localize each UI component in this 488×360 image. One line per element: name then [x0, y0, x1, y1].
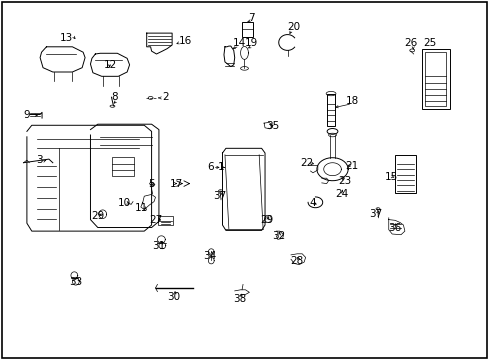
Text: 37: 37	[213, 191, 226, 201]
Text: 29: 29	[259, 215, 273, 225]
Text: 31: 31	[152, 240, 165, 251]
Text: 17: 17	[169, 179, 183, 189]
Text: 21: 21	[345, 161, 358, 171]
Text: 38: 38	[232, 294, 246, 304]
Text: 19: 19	[244, 38, 258, 48]
Text: 2: 2	[162, 92, 168, 102]
Text: 27: 27	[148, 215, 162, 225]
Text: 4: 4	[309, 198, 316, 208]
Bar	[242, 22, 252, 37]
Text: 32: 32	[271, 231, 285, 241]
Text: 18: 18	[345, 96, 358, 106]
Text: 16: 16	[179, 36, 192, 46]
Text: 34: 34	[203, 251, 217, 261]
Text: 9: 9	[23, 110, 30, 120]
Text: 28: 28	[290, 256, 304, 266]
Text: 5: 5	[148, 179, 155, 189]
Text: 26: 26	[403, 38, 417, 48]
Bar	[394, 155, 415, 193]
Text: 33: 33	[69, 276, 82, 287]
Text: 14: 14	[232, 38, 246, 48]
Text: 37: 37	[368, 209, 382, 219]
Text: 29: 29	[91, 211, 104, 221]
Text: 20: 20	[286, 22, 299, 32]
Text: 36: 36	[387, 222, 401, 233]
Text: 15: 15	[384, 172, 397, 182]
Text: 30: 30	[167, 292, 180, 302]
Bar	[425, 52, 445, 106]
Text: 8: 8	[111, 92, 118, 102]
Bar	[326, 94, 335, 126]
Text: 11: 11	[135, 203, 148, 213]
Text: 1: 1	[217, 162, 224, 172]
Text: 10: 10	[118, 198, 131, 208]
Bar	[112, 157, 134, 176]
Bar	[158, 216, 173, 225]
Text: 6: 6	[206, 162, 213, 172]
Text: 25: 25	[423, 38, 436, 48]
Text: 13: 13	[59, 33, 73, 43]
Text: 22: 22	[300, 158, 313, 168]
Text: 24: 24	[335, 189, 348, 199]
Bar	[421, 49, 449, 109]
Text: 7: 7	[248, 13, 255, 23]
Text: 3: 3	[36, 155, 42, 165]
Text: 12: 12	[103, 60, 117, 70]
Text: 35: 35	[265, 121, 279, 131]
Text: 23: 23	[338, 176, 351, 186]
